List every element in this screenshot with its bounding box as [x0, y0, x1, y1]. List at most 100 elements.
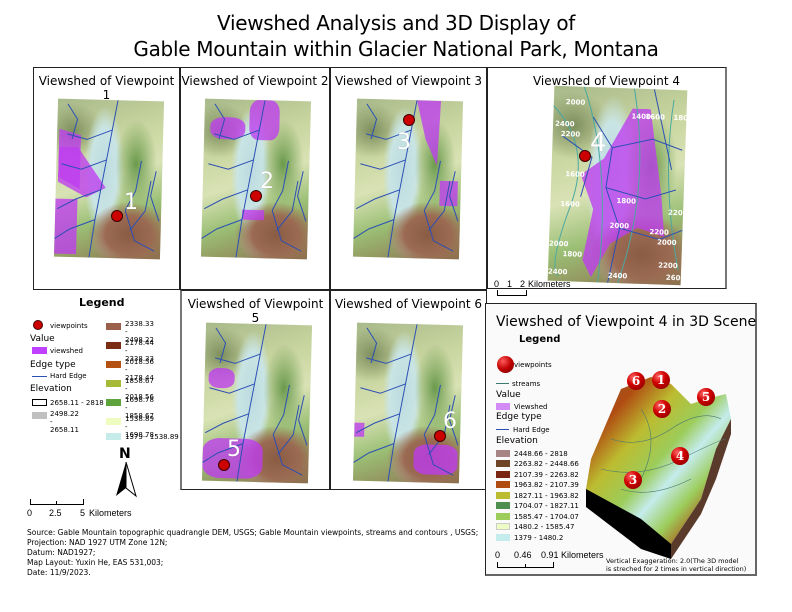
- scene-legend-title: Legend: [519, 334, 561, 345]
- elevation-map: [201, 322, 313, 484]
- elevation-swatch-8: [106, 433, 121, 440]
- scalebar-main-midtick: [56, 501, 57, 505]
- scene-elev-range-8: 1379 - 1480.2: [514, 534, 564, 542]
- elevation-map: [352, 98, 464, 260]
- svg-text:2400: 2400: [555, 120, 575, 129]
- hard-edge-line-icon: [32, 376, 47, 377]
- viewpoint-ball-4: 4: [671, 447, 689, 465]
- elevation-swatch-5: [106, 380, 121, 387]
- svg-text:2000: 2000: [549, 240, 569, 249]
- scene-scalebar-midtick: [525, 564, 526, 568]
- streams-icon: [202, 324, 308, 482]
- terrain-3d-model: [586, 377, 731, 559]
- svg-text:1800: 1800: [562, 250, 582, 259]
- panel-viewpoint-1: Viewshed of Viewpoint 1 1: [33, 67, 180, 290]
- viewpoint-ball-3: 3: [624, 471, 642, 489]
- elevation-range-3: 2178.44 - 2338.33: [125, 339, 154, 363]
- elevation-swatch-0: [32, 399, 47, 406]
- scene-edge-heading: Edge type: [496, 412, 542, 422]
- legend-elevation-heading: Elevation: [30, 384, 72, 394]
- viewpoint-label: 1: [124, 190, 138, 215]
- scalebar-main-bar: [30, 499, 84, 505]
- scene-elev-swatch-2: [496, 471, 510, 478]
- scene-3d-panel: Viewshed of Viewpoint 4 in 3D Scene Lege…: [485, 303, 757, 576]
- source-text: Source: Gable Mountain topographic quadr…: [27, 528, 478, 578]
- viewpoint-marker: [403, 114, 415, 126]
- main-legend: Legend viewpoints Value viewshed Edge ty…: [30, 290, 180, 441]
- viewpoint-label: 3: [397, 130, 411, 155]
- elevation-range-5: 1858.67 - 2018.56: [125, 377, 154, 401]
- scene-elev-swatch-7: [496, 523, 510, 530]
- svg-text:1400: 1400: [631, 112, 651, 121]
- scene-elev-range-1: 2263.82 - 2448.66: [514, 460, 579, 468]
- panel-title: Viewshed of Viewpoint 5: [187, 297, 324, 325]
- elevation-swatch-2: [106, 323, 121, 330]
- panel-viewpoint-6: Viewshed of Viewpoint 6 6: [330, 290, 487, 490]
- viewpoint-marker: [579, 150, 591, 162]
- scalebar-unit: Kilometers: [561, 550, 604, 560]
- scene-viewshed-label: Viewshed: [514, 403, 548, 411]
- elevation-swatch-1: [32, 412, 47, 419]
- panel-viewpoint-5: Viewshed of Viewpoint 5 5: [180, 290, 330, 490]
- svg-text:1600: 1600: [565, 170, 585, 179]
- vertical-exaggeration-line1: Vertical Exaggeration: 2.0(The 3D model: [606, 557, 739, 565]
- scene-3d-title: Viewshed of Viewpoint 4 in 3D Scene: [496, 314, 757, 330]
- scene-elev-swatch-0: [496, 450, 510, 457]
- scene-elev-swatch-8: [496, 534, 510, 541]
- scalebar-tick-0: 0: [27, 508, 33, 518]
- elevation-range-0: 2658.11 - 2818: [50, 399, 104, 407]
- scene-elev-swatch-5: [496, 502, 510, 509]
- elevation-range-7: 1538.89 - 1698.78: [125, 415, 154, 439]
- source-line: Source: Gable Mountain topographic quadr…: [27, 528, 479, 537]
- legend-title: Legend: [79, 296, 125, 309]
- viewpoint-label: 2: [260, 169, 274, 194]
- scalebar-tick-1: 1: [507, 279, 513, 289]
- scene-viewpoints-label: viewpoints: [514, 361, 552, 369]
- svg-text:2200: 2200: [668, 209, 687, 218]
- scene-elev-swatch-3: [496, 481, 510, 488]
- north-arrow-icon: [116, 462, 137, 498]
- panel-title: Viewshed of Viewpoint 3: [334, 74, 483, 88]
- panel-viewpoint-2: Viewshed of Viewpoint 2 2: [180, 67, 330, 290]
- scalebar-tick-1: 0.46: [514, 550, 532, 560]
- scene-elev-swatch-1: [496, 460, 510, 467]
- elevation-map: [53, 98, 165, 260]
- viewpoint-marker: [250, 190, 262, 202]
- elevation-range-6: 1698.78 - 1858.67: [125, 396, 154, 420]
- layout-line: Map Layout: Yuxin He, EAS 531,003;: [27, 558, 164, 567]
- viewpoint-label: 5: [227, 437, 241, 462]
- streams-icon: [353, 100, 459, 258]
- elevation-range-1: 2498.22 - 2658.11: [50, 410, 79, 434]
- scene-hard-edge-icon: [496, 429, 509, 430]
- scene-elev-range-5: 1704.07 - 1827.11: [514, 502, 579, 510]
- elevation-map: 2000 2400 2200 1400 1600 1800 1600 1600 …: [547, 85, 688, 286]
- legend-viewshed-label: viewshed: [50, 347, 83, 355]
- scalebar-tick-2: 2: [520, 279, 526, 289]
- svg-text:2000: 2000: [609, 222, 629, 231]
- elevation-range-4: 2018.56 - 2178.44: [125, 358, 154, 382]
- viewpoint-ball-2: 2: [653, 400, 671, 418]
- scene-elev-swatch-4: [496, 492, 510, 499]
- scalebar-unit: Kilometers: [528, 279, 571, 289]
- scene-elev-range-0: 2448.66 - 2818: [514, 450, 568, 458]
- panel-title: Viewshed of Viewpoint 6: [334, 297, 483, 311]
- viewpoint-ball-6: 6: [627, 372, 645, 390]
- viewpoint-symbol-icon: [33, 320, 43, 330]
- map-title-line2: Gable Mountain within Glacier National P…: [133, 37, 659, 61]
- scalebar-tick-2: 5: [80, 508, 86, 518]
- panel-title: Viewshed of Viewpoint 1: [38, 74, 175, 102]
- scene-elev-range-4: 1827.11 - 1963.82: [514, 492, 579, 500]
- north-arrow: N: [114, 446, 138, 502]
- map-title-line1: Viewshed Analysis and 3D Display of: [217, 11, 575, 35]
- scene-elevation-heading: Elevation: [496, 436, 538, 446]
- elevation-swatch-3: [106, 342, 121, 349]
- viewpoint-marker: [434, 430, 446, 442]
- viewpoint-marker: [111, 210, 123, 222]
- projection-line: Projection: NAD 1927 UTM Zone 12N;: [27, 538, 168, 547]
- svg-text:2200: 2200: [649, 228, 669, 237]
- svg-text:2000: 2000: [657, 238, 677, 247]
- svg-text:2400: 2400: [548, 268, 568, 277]
- scene-elev-range-6: 1585.47 - 1704.07: [514, 513, 579, 521]
- streams-icon: [54, 100, 160, 258]
- legend-edge-heading: Edge type: [30, 360, 76, 370]
